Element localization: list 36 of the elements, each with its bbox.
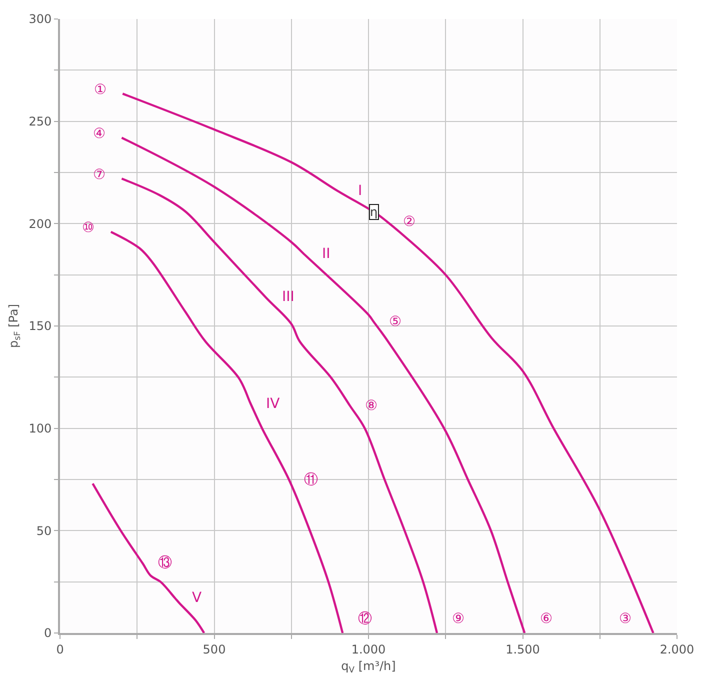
annotation: ⑦	[93, 167, 106, 183]
y-tick-label: 50	[36, 524, 52, 538]
annotation: ⑨	[452, 611, 465, 627]
annotation: ⑫	[358, 611, 372, 627]
x-tick-label: 2.000	[660, 642, 694, 656]
annotation: ④	[93, 126, 106, 142]
x-tick-label: 1.000	[351, 642, 386, 656]
line-series	[92, 482, 206, 633]
line-series	[122, 92, 654, 633]
x-tick-label: 0	[56, 642, 64, 656]
line-series	[110, 230, 344, 633]
y-tick-label: 100	[28, 422, 52, 436]
annotation: ⑩	[82, 220, 95, 236]
annotation: ②	[403, 214, 416, 230]
annotation: I	[358, 183, 362, 199]
annotation: ③	[619, 611, 632, 627]
annotation: V	[192, 590, 202, 606]
annotation: ⑥	[540, 611, 553, 627]
annotation: IV	[266, 396, 280, 412]
y-tick-label: 0	[44, 626, 52, 640]
line-series	[120, 178, 438, 633]
y-tick-label: 250	[28, 114, 52, 129]
x-axis-title: q$_{V}$ [m³/h]	[341, 658, 396, 674]
annotation: ①	[94, 82, 107, 98]
annotation: ⑬	[158, 555, 172, 571]
y-tick-label: 200	[28, 216, 52, 231]
line-series	[120, 136, 526, 633]
annotation: II	[322, 246, 330, 262]
annotation: ⑧	[365, 398, 378, 414]
y-tick-label: 300	[28, 12, 52, 26]
annotation: III	[282, 289, 294, 305]
annotation: ⑪	[304, 472, 318, 488]
y-tick-label: 150	[28, 319, 52, 334]
x-tick-label: 500	[202, 642, 226, 656]
annotation: ⑤	[389, 314, 402, 330]
x-tick-label: 1.500	[506, 642, 540, 656]
